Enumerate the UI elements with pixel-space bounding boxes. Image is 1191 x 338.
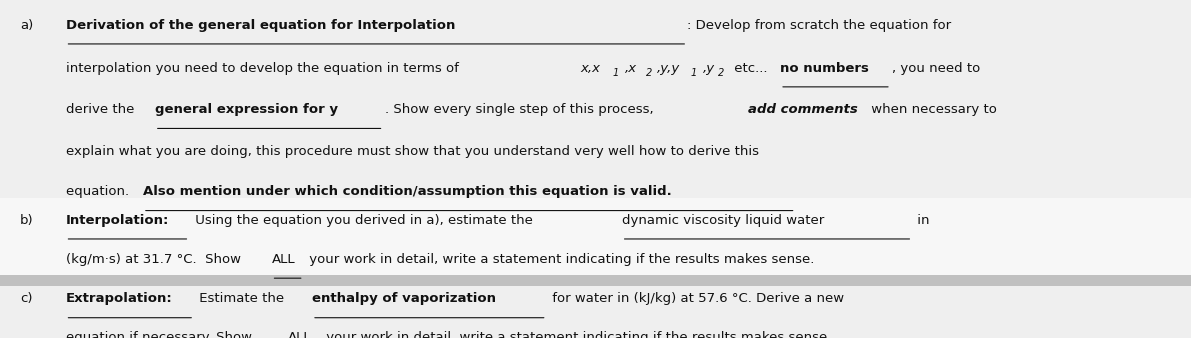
- FancyBboxPatch shape: [0, 198, 1191, 275]
- Text: Interpolation:: Interpolation:: [66, 214, 169, 226]
- Text: equation.: equation.: [66, 185, 133, 198]
- Text: 2: 2: [718, 68, 724, 78]
- Text: etc...: etc...: [730, 62, 772, 74]
- Text: , you need to: , you need to: [892, 62, 980, 74]
- Text: 1: 1: [612, 68, 618, 78]
- Text: when necessary to: when necessary to: [867, 103, 997, 116]
- Text: c): c): [20, 292, 32, 305]
- Text: Estimate the: Estimate the: [195, 292, 288, 305]
- Text: 1: 1: [691, 68, 697, 78]
- FancyBboxPatch shape: [0, 275, 1191, 286]
- Text: add comments: add comments: [748, 103, 858, 116]
- Text: Extrapolation:: Extrapolation:: [66, 292, 173, 305]
- Text: a): a): [20, 19, 33, 31]
- Text: derive the: derive the: [66, 103, 138, 116]
- Text: b): b): [20, 214, 33, 226]
- Text: for water in (kJ/kg) at 57.6 °C. Derive a new: for water in (kJ/kg) at 57.6 °C. Derive …: [548, 292, 844, 305]
- Text: ALL: ALL: [288, 331, 312, 338]
- FancyBboxPatch shape: [0, 286, 1191, 338]
- Text: your work in detail, write a statement indicating if the results makes sense.: your work in detail, write a statement i…: [322, 331, 831, 338]
- Text: enthalpy of vaporization: enthalpy of vaporization: [312, 292, 495, 305]
- Text: x,x: x,x: [580, 62, 600, 74]
- Text: your work in detail, write a statement indicating if the results makes sense.: your work in detail, write a statement i…: [305, 253, 815, 266]
- Text: explain what you are doing, this procedure must show that you understand very we: explain what you are doing, this procedu…: [66, 145, 759, 158]
- Text: (kg/m·s) at 31.7 °C.  Show: (kg/m·s) at 31.7 °C. Show: [66, 253, 245, 266]
- FancyBboxPatch shape: [0, 0, 1191, 198]
- Text: in: in: [913, 214, 930, 226]
- Text: 2: 2: [646, 68, 651, 78]
- Text: ,y,y: ,y,y: [657, 62, 681, 74]
- Text: : Develop from scratch the equation for: : Develop from scratch the equation for: [687, 19, 952, 31]
- Text: ALL: ALL: [272, 253, 295, 266]
- Text: interpolation you need to develop the equation in terms of: interpolation you need to develop the eq…: [66, 62, 462, 74]
- Text: ,x: ,x: [625, 62, 637, 74]
- Text: Derivation of the general equation for Interpolation: Derivation of the general equation for I…: [66, 19, 455, 31]
- Text: Using the equation you derived in a), estimate the: Using the equation you derived in a), es…: [191, 214, 537, 226]
- Text: equation if necessary. Show: equation if necessary. Show: [66, 331, 256, 338]
- Text: general expression for y: general expression for y: [155, 103, 338, 116]
- Text: dynamic viscosity liquid water: dynamic viscosity liquid water: [622, 214, 824, 226]
- Text: ,y: ,y: [703, 62, 715, 74]
- Text: Also mention under which condition/assumption this equation is valid.: Also mention under which condition/assum…: [143, 185, 672, 198]
- Text: . Show every single step of this process,: . Show every single step of this process…: [385, 103, 657, 116]
- Text: no numbers: no numbers: [780, 62, 869, 74]
